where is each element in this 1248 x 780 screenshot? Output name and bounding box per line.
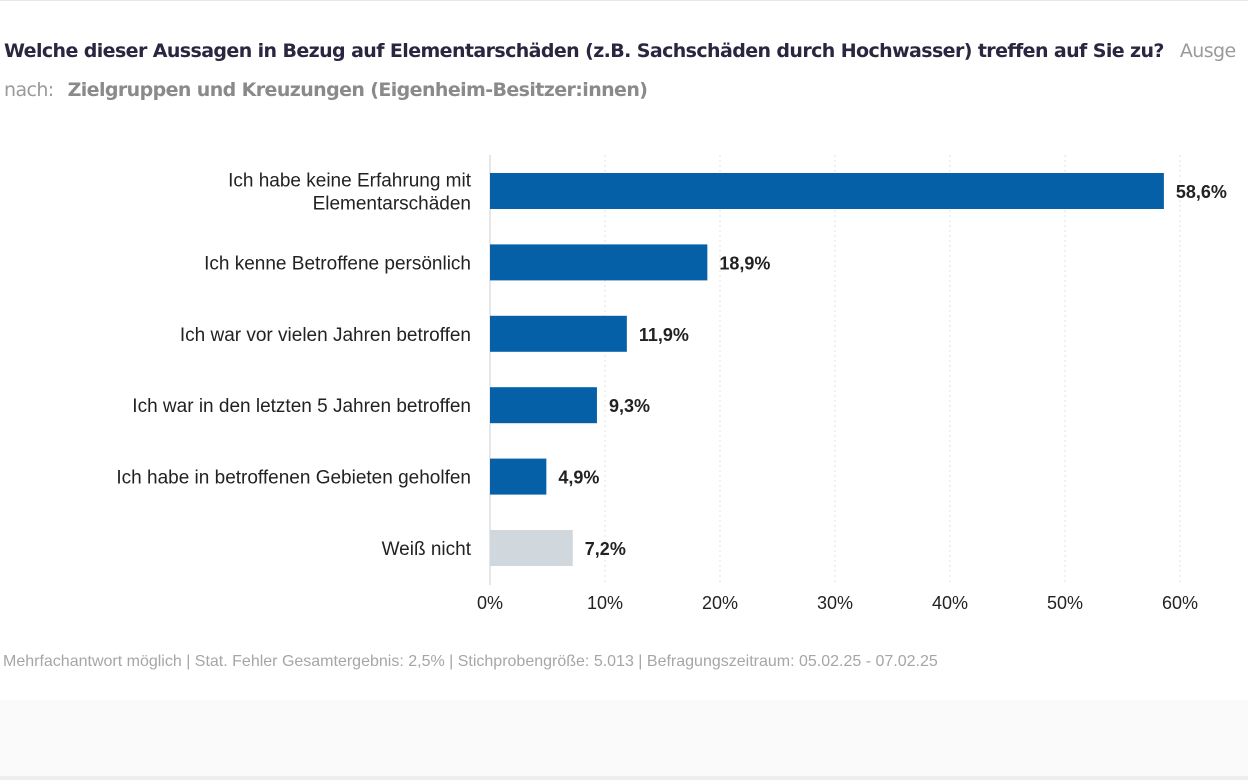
value-label: 58,6% [1176,182,1227,202]
truncated-label: Ausge [1179,40,1236,62]
category-label: Ich kenne Betroffene persönlich [204,253,471,274]
x-tick-label: 10% [587,593,623,613]
bottom-divider [0,776,1248,780]
category-label: Ich habe keine Erfahrung mit [228,171,472,192]
bar-chart: 0% 10% 20% 30% 40% 50% 60% 58,6% Ich habe keine … [116,155,1227,613]
x-tick-label: 0% [477,593,503,613]
bottom-panel [0,700,1248,780]
value-label: 18,9% [719,253,770,273]
footer-note: Mehrfachantwort möglich | Stat. Fehler G… [3,653,938,670]
bar [490,244,708,281]
bar [490,173,1164,209]
value-label: 11,9% [639,325,689,345]
by-label: nach: [4,79,54,101]
chart-subtitle: nach: Zielgruppen und Kreuzungen (Eigenhe… [4,79,648,101]
value-label: 4,9% [558,468,599,488]
category-label: Weiß nicht [382,539,472,560]
bar [490,315,627,352]
category-label: Ich war vor vielen Jahren betroffen [180,325,471,346]
category-label: Ich war in den letzten 5 Jahren betroffe… [132,396,471,417]
category-label: Ich habe in betroffenen Gebieten geholfe… [116,468,471,489]
x-tick-label: 20% [702,593,738,613]
category-label: Elementarschäden [313,194,471,215]
question-text: Welche dieser Aussagen in Bezug auf Elem… [4,40,1164,62]
value-label: 9,3% [609,396,650,416]
group-label: Zielgruppen und Kreuzungen (Eigenheim-Be… [67,79,648,101]
value-label: 7,2% [585,539,626,559]
top-divider [0,0,1248,1]
bar [490,458,547,495]
x-tick-label: 60% [1162,593,1198,613]
chart-title: Welche dieser Aussagen in Bezug auf Elem… [4,40,1236,62]
x-tick-label: 40% [932,593,968,613]
x-tick-label: 30% [817,593,853,613]
bar [490,387,597,424]
x-tick-label: 50% [1047,593,1083,613]
bar [490,530,573,566]
